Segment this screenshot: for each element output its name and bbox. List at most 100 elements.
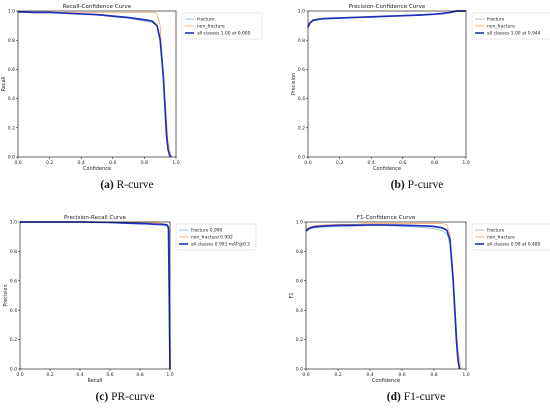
x-tick-label: 0.0 <box>302 372 309 378</box>
legend-entry: non_fracture 0.992 <box>191 235 233 241</box>
x-tick-label: 1.0 <box>462 372 469 378</box>
legend-entry: fracture 0.990 <box>191 228 223 234</box>
series-line-3 <box>20 221 171 370</box>
y-tick-label: 0.8 <box>8 38 15 44</box>
y-tick-label: 1.0 <box>8 9 15 15</box>
y-axis-label: Recall <box>1 77 7 92</box>
y-tick-label: 0.2 <box>296 337 303 343</box>
x-tick-label: 0.0 <box>304 160 311 166</box>
x-tick-label: 0.2 <box>46 160 53 166</box>
x-tick-label: 0.8 <box>430 372 437 378</box>
legend-box <box>175 223 257 251</box>
x-tick-label: 0.0 <box>16 372 23 378</box>
plot-frame <box>305 221 467 370</box>
series-line-1 <box>305 225 460 370</box>
chart-panel-3: Precision-Recall Curve 0.0 0.2 0.4 0.6 0.8 1.0… <box>3 215 257 403</box>
y-tick-label: 0.8 <box>10 249 17 255</box>
legend-box <box>181 12 263 40</box>
x-tick-label: 0.8 <box>431 160 438 166</box>
x-tick-label: 0.6 <box>398 372 405 378</box>
y-tick-label: 0.6 <box>298 67 305 73</box>
x-tick-label: 0.4 <box>368 160 375 166</box>
legend-entry: non_fracture <box>197 24 225 30</box>
chart-title: Recall-Confidence Curve <box>63 4 132 10</box>
y-axis-label: F1 <box>289 292 295 298</box>
legend-entry: fracture <box>487 17 505 23</box>
plot-frame <box>307 10 467 158</box>
x-tick-label: 0.4 <box>76 372 83 378</box>
chart-title: F1-Confidence Curve <box>357 215 416 221</box>
y-axis-label: Precision <box>3 284 9 306</box>
y-tick-label: 0.4 <box>10 308 17 314</box>
x-tick-label: 0.6 <box>106 372 113 378</box>
y-tick-label: 0.8 <box>296 249 303 255</box>
y-tick-label: 0.4 <box>298 96 305 102</box>
y-tick-label: 0.0 <box>296 367 303 373</box>
caption-letter: (c) <box>95 391 108 403</box>
panel-caption: (a) R-curve <box>100 179 153 191</box>
x-tick-label: 1.0 <box>172 160 179 166</box>
panel-caption: (d) F1-curve <box>387 391 445 403</box>
legend-box <box>471 223 550 251</box>
legend-entry: all classes 1.00 at 0.000 <box>197 31 251 37</box>
chart-panel-4: F1-Confidence Curve 0.0 0.2 0.4 0.6 0.8 1.0 0.0… <box>289 215 550 403</box>
y-tick-label: 0.6 <box>296 278 303 284</box>
panel-caption: (b) P-curve <box>391 179 444 191</box>
series-line-3 <box>17 10 172 158</box>
caption-text: R-curve <box>114 179 154 191</box>
chart-title: Precision-Confidence Curve <box>349 4 426 10</box>
x-tick-label: 1.0 <box>166 372 173 378</box>
y-tick-label: 0.6 <box>10 278 17 284</box>
y-tick-label: 0.0 <box>10 367 17 373</box>
y-tick-label: 0.2 <box>298 125 305 131</box>
y-tick-label: 1.0 <box>298 9 305 15</box>
y-tick-label: 1.0 <box>296 220 303 226</box>
y-tick-label: 0.4 <box>296 308 303 314</box>
x-axis-label: Recall <box>88 378 103 384</box>
y-tick-label: 0.6 <box>8 67 15 73</box>
series-line-3 <box>305 224 461 370</box>
y-tick-label: 0.2 <box>8 125 15 131</box>
series-line-2 <box>18 12 172 158</box>
x-tick-label: 0.2 <box>46 372 53 378</box>
chart-title: Precision-Recall Curve <box>64 215 127 221</box>
legend-entry: non_fracture <box>487 24 515 30</box>
legend-entry: fracture <box>487 228 505 234</box>
y-tick-label: 0.8 <box>298 38 305 44</box>
x-tick-label: 0.4 <box>366 372 373 378</box>
x-tick-label: 1.0 <box>462 160 469 166</box>
x-tick-label: 0.6 <box>109 160 116 166</box>
y-tick-label: 0.4 <box>8 96 15 102</box>
series-line-1 <box>18 12 171 158</box>
caption-text: F1-curve <box>401 391 445 403</box>
plot-frame <box>19 221 171 370</box>
x-tick-label: 0.4 <box>78 160 85 166</box>
x-tick-label: 0.2 <box>336 160 343 166</box>
plot-frame <box>17 10 177 158</box>
y-tick-label: 0.0 <box>8 155 15 161</box>
x-tick-label: 0.0 <box>14 160 21 166</box>
chart-panel-1: Recall-Confidence Curve 0.0 0.2 0.4 0.6 0.8 1.… <box>1 4 263 191</box>
x-axis-label: Confidence <box>373 166 401 172</box>
series-line-1 <box>20 221 171 370</box>
caption-letter: (d) <box>387 391 401 403</box>
panel-caption: (c) PR-curve <box>95 391 154 403</box>
caption-text: P-curve <box>405 179 444 191</box>
x-axis-label: Confidence <box>372 378 400 384</box>
x-tick-label: 0.8 <box>141 160 148 166</box>
x-axis-label: Confidence <box>83 166 111 172</box>
legend-entry: fracture <box>197 17 215 23</box>
y-tick-label: 0.2 <box>10 337 17 343</box>
legend-entry: non_fracture <box>487 235 515 241</box>
legend-entry: all classes 0.98 at 0.480 <box>487 242 541 248</box>
legend-box <box>471 12 550 40</box>
series-line-2 <box>305 223 462 370</box>
series-line-3 <box>307 10 466 28</box>
caption-letter: (b) <box>391 179 405 191</box>
y-axis-label: Precision <box>291 73 297 95</box>
